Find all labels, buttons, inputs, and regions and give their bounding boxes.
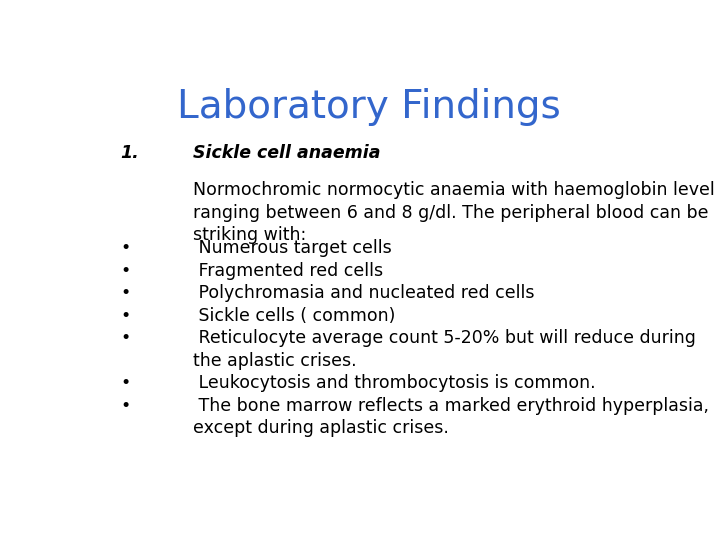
- Text: •: •: [121, 285, 131, 302]
- Text: •: •: [121, 262, 131, 280]
- Text: Polychromasia and nucleated red cells: Polychromasia and nucleated red cells: [193, 285, 535, 302]
- Text: Numerous target cells: Numerous target cells: [193, 239, 392, 258]
- Text: ranging between 6 and 8 g/dl. The peripheral blood can be: ranging between 6 and 8 g/dl. The periph…: [193, 204, 708, 222]
- Text: Sickle cell anaemia: Sickle cell anaemia: [193, 144, 381, 162]
- Text: Fragmented red cells: Fragmented red cells: [193, 262, 383, 280]
- Text: Normochromic normocytic anaemia with haemoglobin level: Normochromic normocytic anaemia with hae…: [193, 181, 715, 199]
- Text: except during aplastic crises.: except during aplastic crises.: [193, 419, 449, 437]
- Text: •: •: [121, 374, 131, 392]
- Text: The bone marrow reflects a marked erythroid hyperplasia,: The bone marrow reflects a marked erythr…: [193, 396, 709, 415]
- Text: Sickle cells ( common): Sickle cells ( common): [193, 307, 395, 325]
- Text: the aplastic crises.: the aplastic crises.: [193, 352, 357, 370]
- Text: •: •: [121, 239, 131, 258]
- Text: •: •: [121, 329, 131, 347]
- Text: Laboratory Findings: Laboratory Findings: [177, 87, 561, 126]
- Text: •: •: [121, 307, 131, 325]
- Text: Reticulocyte average count 5-20% but will reduce during: Reticulocyte average count 5-20% but wil…: [193, 329, 696, 347]
- Text: •: •: [121, 396, 131, 415]
- Text: 1.: 1.: [121, 144, 140, 162]
- Text: Leukocytosis and thrombocytosis is common.: Leukocytosis and thrombocytosis is commo…: [193, 374, 596, 392]
- Text: striking with:: striking with:: [193, 226, 307, 244]
